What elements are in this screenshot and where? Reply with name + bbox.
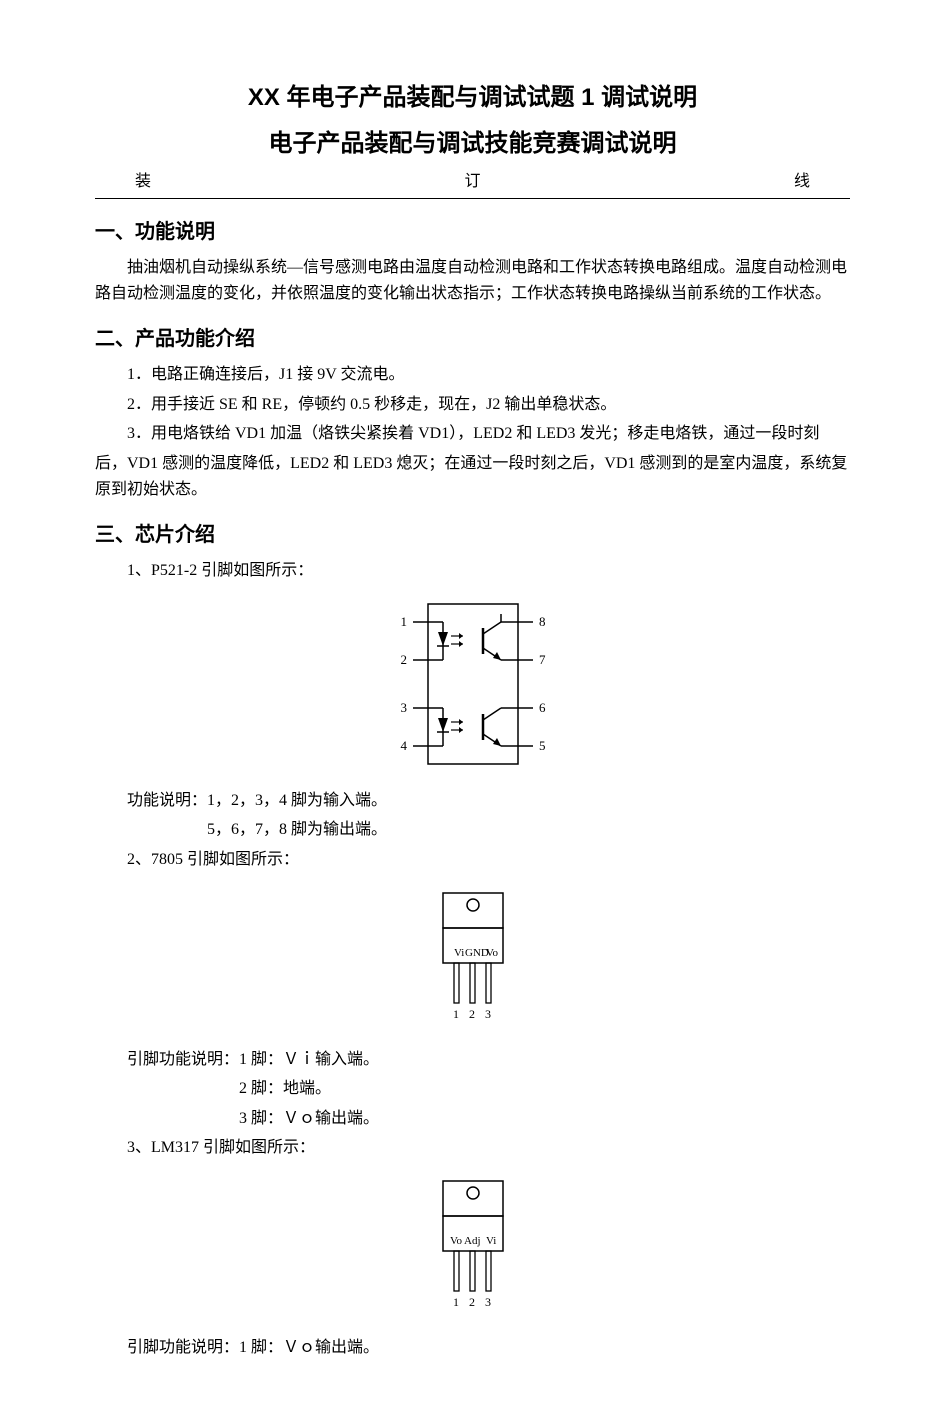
binding-c: 线	[794, 170, 810, 194]
chip3-diagram-wrap: Vo Adj Vi 1 2 3	[95, 1171, 850, 1321]
doc-title-1: XX 年电子产品装配与调试试题 1 调试说明	[95, 80, 850, 116]
chip3-lbl-vo: Vo	[450, 1235, 463, 1247]
chip1-pin-1: 1	[400, 614, 407, 629]
chip1-pin-8: 8	[539, 614, 546, 629]
chip2-diagram: Vi GND Vo 1 2 3	[418, 883, 528, 1033]
chip2-label: 2、7805 引脚如图所示：	[95, 847, 850, 873]
chip3-label: 3、LM317 引脚如图所示：	[95, 1135, 850, 1161]
chip1-diagram-wrap: 1 2 3 4 8 7 6 5	[95, 594, 850, 774]
chip1-desc-1: 功能说明：1，2，3，4 脚为输入端。	[95, 788, 850, 814]
chip1-pin-3: 3	[400, 700, 407, 715]
chip1-desc-2: 5，6，7，8 脚为输出端。	[95, 817, 850, 843]
section-1-para: 抽油烟机自动操纵系统—信号感测电路由温度自动检测电路和工作状态转换电路组成。温度…	[95, 255, 850, 306]
chip1-pin-5: 5	[539, 738, 546, 753]
binding-line: 装 订 线	[95, 170, 850, 199]
sec2-item-1: 1．电路正确连接后，J1 接 9V 交流电。	[95, 362, 850, 388]
chip3-pin-2: 2	[469, 1295, 475, 1309]
chip3-pin-1: 1	[453, 1295, 459, 1309]
chip3-pin-3: 3	[485, 1295, 491, 1309]
chip2-pin-1: 1	[453, 1007, 459, 1021]
section-2-head: 二、产品功能介绍	[95, 324, 850, 354]
chip2-desc-3: 3 脚：Ｖｏ输出端。	[95, 1106, 850, 1132]
chip1-diagram: 1 2 3 4 8 7 6 5	[383, 594, 563, 774]
sec2-item-3b: 后，VD1 感测的温度降低，LED2 和 LED3 熄灭；在通过一段时刻之后，V…	[95, 451, 850, 502]
chip2-diagram-wrap: Vi GND Vo 1 2 3	[95, 883, 850, 1033]
chip2-lbl-vi: Vi	[454, 947, 464, 959]
chip1-pin-7: 7	[539, 652, 546, 667]
chip2-desc-1: 引脚功能说明：1 脚：Ｖｉ输入端。	[95, 1047, 850, 1073]
binding-a: 装	[135, 170, 151, 194]
chip2-desc-2: 2 脚：地端。	[95, 1076, 850, 1102]
sec2-item-2: 2．用手接近 SE 和 RE，停顿约 0.5 秒移走，现在，J2 输出单稳状态。	[95, 392, 850, 418]
chip1-pin-6: 6	[539, 700, 546, 715]
chip1-pin-2: 2	[400, 652, 407, 667]
chip1-pin-4: 4	[400, 738, 407, 753]
section-1-head: 一、功能说明	[95, 217, 850, 247]
sec2-item-3a: 3．用电烙铁给 VD1 加温（烙铁尖紧挨着 VD1），LED2 和 LED3 发…	[95, 421, 850, 447]
chip2-lbl-vo: Vo	[486, 947, 499, 959]
chip3-desc-1: 引脚功能说明：1 脚：Ｖｏ输出端。	[95, 1335, 850, 1361]
chip1-label: 1、P521-2 引脚如图所示：	[95, 558, 850, 584]
binding-b: 订	[464, 170, 480, 194]
section-3-head: 三、芯片介绍	[95, 520, 850, 550]
chip3-lbl-adj: Adj	[464, 1235, 481, 1247]
chip2-pin-2: 2	[469, 1007, 475, 1021]
chip3-diagram: Vo Adj Vi 1 2 3	[418, 1171, 528, 1321]
chip2-pin-3: 3	[485, 1007, 491, 1021]
chip3-lbl-vi: Vi	[486, 1235, 496, 1247]
doc-title-2: 电子产品装配与调试技能竞赛调试说明	[95, 126, 850, 162]
